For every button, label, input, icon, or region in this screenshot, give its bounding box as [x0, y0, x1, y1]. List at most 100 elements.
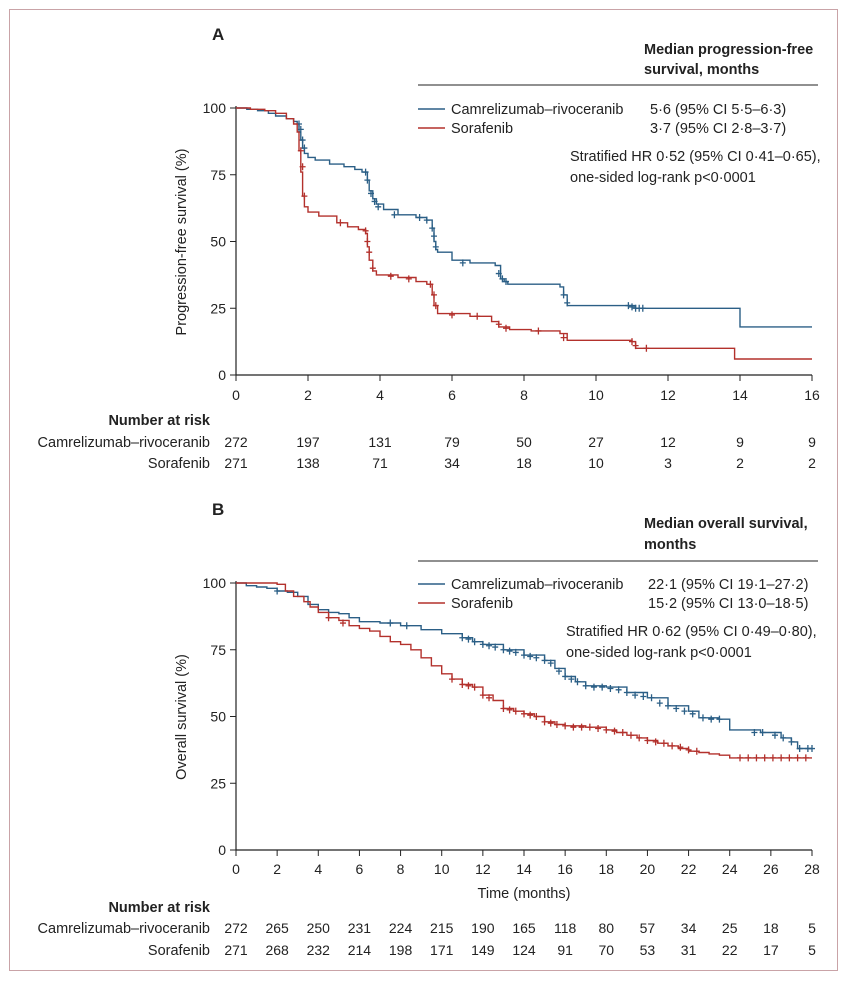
panel-b-series-sorafenib-censor-mark	[603, 726, 610, 734]
panel-b-series-camrelizumab-censor-mark	[492, 643, 499, 651]
panel-b-legend-camrelizumab-name: Camrelizumab–rivoceranib	[451, 577, 623, 593]
panel-b-series-camrelizumab-censor-mark	[665, 702, 671, 710]
panel-a-risk-header: Number at risk	[108, 413, 210, 429]
panel-b-risk-sorafenib-value: 70	[598, 942, 614, 958]
panel-a-series-sorafenib-censor-mark	[337, 219, 344, 227]
panel-b-series-sorafenib-censor-mark	[570, 723, 577, 731]
panel-b-legend-sorafenib-value: 15·2 (95% CI 13·0–18·5)	[648, 596, 808, 612]
panel-b-series-sorafenib-censor-mark	[506, 706, 513, 714]
panel-a-series-sorafenib-censor-mark	[474, 312, 481, 320]
panel-a-series-camrelizumab-censor-mark	[432, 243, 439, 251]
panel-a-series-sorafenib-censor-mark	[503, 324, 509, 332]
panel-a-y-tick-label: 25	[210, 300, 226, 316]
panel-b-series-sorafenib-censor-mark	[794, 754, 801, 762]
panel-a-x-tick-label: 2	[304, 387, 312, 403]
panel-a-y-tick-label: 75	[210, 167, 226, 183]
panel-b-series-sorafenib-censor-mark	[802, 754, 809, 762]
panel-b-risk-camrelizumab-value: 80	[598, 920, 614, 936]
panel-a-series-sorafenib-censor-mark	[387, 272, 394, 280]
panel-b-label: B	[212, 500, 224, 519]
panel-b-series-sorafenib-censor-mark	[737, 754, 743, 762]
panel-b-series-camrelizumab-censor-mark	[403, 622, 410, 630]
panel-b-series-camrelizumab-censor-mark	[599, 683, 606, 691]
panel-a-y-tick-label: 100	[203, 100, 227, 116]
panel-b-series-sorafenib-censor-mark	[527, 711, 534, 719]
panel-a-x-tick-label: 0	[232, 387, 240, 403]
panel-a-series-camrelizumab-censor-mark	[391, 211, 398, 219]
panel-a-series-camrelizumab-censor-mark	[368, 189, 374, 197]
panel-b-risk-sorafenib-value: 232	[307, 942, 331, 958]
panel-a-series-sorafenib-censor-mark	[431, 291, 437, 299]
panel-b-series-camrelizumab-censor-mark	[809, 745, 815, 753]
panel-b-risk-header: Number at risk	[108, 900, 210, 916]
panel-b-series-camrelizumab-censor-mark	[459, 634, 466, 642]
panel-a-series-camrelizumab-censor-mark	[564, 299, 571, 307]
panel-a-risk-camrelizumab-value: 9	[736, 434, 744, 450]
panel-a-y-axis-label: Progression-free survival (%)	[174, 149, 190, 336]
panel-b-hr-line2: one-sided log-rank p<0·0001	[566, 645, 752, 661]
panel-a-series-camrelizumab-censor-mark	[362, 168, 369, 176]
panel-b-series-camrelizumab-censor-mark	[541, 656, 548, 664]
panel-a-risk-sorafenib-value: 34	[444, 455, 460, 471]
panel-b-series-sorafenib-censor-mark	[339, 619, 346, 627]
panel-b-series-sorafenib-censor-mark	[769, 754, 776, 762]
panel-b-series-camrelizumab-censor-mark	[656, 699, 663, 707]
panel-b-risk-camrelizumab-value: 34	[681, 920, 697, 936]
panel-a-risk-sorafenib-value: 2	[736, 455, 744, 471]
panel-b-series-camrelizumab-censor-mark	[699, 714, 706, 722]
panel-b-x-tick-label: 22	[681, 861, 697, 877]
panel-a-series-sorafenib-line	[236, 107, 812, 360]
panel-a-risk-camrelizumab-value: 50	[516, 434, 532, 450]
panel-b-risk-sorafenib-value: 271	[224, 942, 248, 958]
panel-b-series-camrelizumab-censor-mark	[771, 731, 778, 739]
panel-a-series-camrelizumab-censor-mark	[375, 203, 382, 211]
panel-a-series-camrelizumab-censor-mark	[459, 259, 466, 267]
panel-b-risk-sorafenib-value: 53	[640, 942, 656, 958]
panel-b-series-camrelizumab-censor-mark	[716, 715, 723, 723]
panel-b-series-camrelizumab-censor-mark	[512, 648, 519, 656]
panel-b-risk-camrelizumab-value: 265	[265, 920, 289, 936]
panel-a-label: A	[212, 25, 224, 44]
panel-b-series-sorafenib-censor-mark	[449, 675, 455, 683]
panel-b-series-sorafenib-censor-mark	[636, 734, 643, 742]
panel-b-series-camrelizumab-censor-mark	[521, 651, 527, 659]
panel-b-series-sorafenib-censor-mark	[553, 721, 560, 729]
panel-b-risk-row-camrelizumab-name: Camrelizumab–rivoceranib	[38, 921, 210, 937]
panel-b-series-sorafenib-censor-mark	[685, 746, 692, 754]
panel-a-risk-sorafenib-value: 71	[372, 455, 388, 471]
panel-b-series-sorafenib-censor-mark	[541, 718, 548, 726]
panel-b-series-camrelizumab-censor-mark	[479, 640, 486, 648]
panel-b-series-camrelizumab-censor-mark	[607, 684, 614, 692]
panel-b-series-sorafenib-censor-mark	[611, 727, 618, 735]
panel-b-risk-sorafenib-value: 91	[557, 942, 573, 958]
panel-a-series-sorafenib-censor-mark	[560, 334, 567, 342]
panel-a-series-sorafenib-censor-mark	[427, 280, 434, 288]
panel-b-series-sorafenib-censor-mark	[533, 713, 540, 720]
panel-b-series-camrelizumab-censor-mark	[673, 704, 680, 712]
panel-a-risk-camrelizumab-value: 27	[588, 434, 604, 450]
panel-b-series-camrelizumab-censor-mark	[574, 678, 581, 686]
panel-a-series-camrelizumab-censor-mark	[299, 136, 306, 144]
panel-a-series-camrelizumab-censor-mark	[371, 197, 378, 205]
panel-a-risk-camrelizumab-value: 79	[444, 434, 460, 450]
panel-a-series-camrelizumab-censor-mark	[416, 213, 423, 221]
panel-b-series-camrelizumab-censor-mark	[547, 659, 554, 667]
panel-a-risk-sorafenib-value: 3	[664, 455, 672, 471]
panel-b-risk-camrelizumab-value: 231	[348, 920, 372, 936]
panel-a-series-sorafenib-censor-mark	[299, 163, 306, 171]
panel-a-series-camrelizumab-censor-mark	[297, 125, 304, 133]
panel-a-hr-line2: one-sided log-rank p<0·0001	[570, 170, 756, 186]
panel-b-risk-camrelizumab-value: 272	[224, 920, 248, 936]
panel-b-series-sorafenib-censor-mark	[745, 754, 752, 762]
panel-b-series-sorafenib-censor-mark	[677, 743, 684, 751]
panel-b-x-tick-label: 2	[273, 861, 281, 877]
panel-b-risk-camrelizumab-value: 165	[512, 920, 536, 936]
panel-b-risk-row-sorafenib-name: Sorafenib	[148, 943, 210, 959]
panel-b-series-camrelizumab-censor-mark	[780, 734, 787, 742]
panel-a-series-camrelizumab-censor-mark	[625, 302, 632, 310]
panel-a-legend-sorafenib-name: Sorafenib	[451, 121, 513, 137]
panel-b-series-camrelizumab-censor-mark	[788, 738, 795, 746]
panel-a-series-sorafenib-censor-mark	[629, 338, 635, 346]
